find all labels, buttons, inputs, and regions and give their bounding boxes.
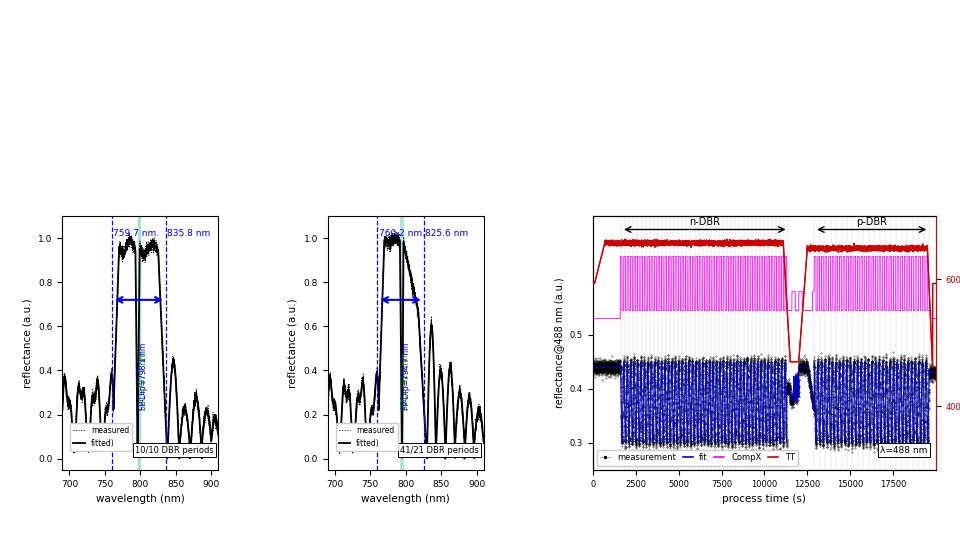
measured (209, 414, 221, 421)
Text: 825.6 nm: 825.6 nm (425, 229, 468, 238)
fitted) (125, 237, 136, 244)
fitted) (209, 416, 221, 422)
fitted) (322, 407, 333, 414)
measured (322, 413, 333, 420)
Text: n-DBR: n-DBR (689, 217, 720, 227)
Text: FP-Dip=798.1 nm: FP-Dip=798.1 nm (139, 343, 149, 410)
measured (458, 428, 469, 435)
Line: measured: measured (327, 232, 484, 459)
Text: p-DBR: p-DBR (856, 217, 887, 227)
measured (75, 389, 86, 395)
fitted) (390, 235, 401, 241)
fitted) (382, 239, 394, 246)
measured (478, 442, 490, 448)
Text: 759.7 nm.: 759.7 nm. (113, 229, 159, 238)
measured (84, 441, 95, 447)
fitted) (123, 238, 134, 245)
Y-axis label: reflectance (a.u.): reflectance (a.u.) (23, 298, 33, 388)
Bar (401, 216, 402, 470)
measured (161, 456, 173, 462)
measured (57, 406, 68, 412)
fitted) (116, 250, 128, 256)
fitted) (84, 435, 95, 442)
fitted) (475, 411, 487, 418)
fitted) (348, 435, 360, 442)
Legend: measured, fitted): measured, fitted) (70, 423, 132, 451)
Text: SBC=797.7 nm: SBC=797.7 nm (139, 352, 148, 410)
measured (348, 434, 360, 440)
Text: 10/10 DBR periods: 10/10 DBR periods (135, 446, 214, 455)
Bar (138, 216, 140, 470)
Legend: measurement, fit, CompX, TT: measurement, fit, CompX, TT (597, 450, 798, 465)
Text: 835.8 nm: 835.8 nm (167, 229, 210, 238)
X-axis label: wavelength (nm): wavelength (nm) (96, 494, 184, 504)
fitted) (478, 438, 490, 444)
measured (193, 402, 204, 409)
Text: λ=488 nm: λ=488 nm (880, 446, 927, 455)
measured (389, 240, 400, 247)
measured (340, 393, 351, 399)
measured (396, 456, 408, 462)
X-axis label: process time (s): process time (s) (723, 494, 806, 504)
fitted) (458, 427, 469, 433)
fitted) (212, 431, 224, 437)
Bar (399, 216, 401, 470)
measured (124, 229, 135, 235)
Line: fitted): fitted) (62, 240, 218, 458)
fitted) (75, 389, 86, 396)
Text: 760.2 nm.: 760.2 nm. (379, 229, 424, 238)
measured (382, 239, 394, 246)
X-axis label: wavelength (nm): wavelength (nm) (361, 494, 450, 504)
Text: FP-Dip=794.7 nm: FP-Dip=794.7 nm (402, 343, 411, 410)
Line: measured: measured (62, 232, 218, 459)
Text: SBC=792.9 nm: SBC=792.9 nm (401, 353, 410, 410)
fitted) (389, 235, 400, 241)
Text: 41/21 DBR periods: 41/21 DBR periods (400, 446, 479, 455)
Y-axis label: reflectance@488 nm (a.u.): reflectance@488 nm (a.u.) (554, 278, 564, 408)
fitted) (193, 407, 204, 414)
measured (389, 228, 400, 235)
measured (212, 431, 224, 438)
fitted) (57, 407, 68, 414)
measured (475, 411, 487, 418)
Y-axis label: reflectance (a.u.): reflectance (a.u.) (288, 298, 298, 388)
fitted) (340, 389, 351, 396)
fitted) (184, 455, 196, 462)
measured (116, 253, 128, 260)
Bar (138, 216, 139, 470)
fitted) (459, 455, 470, 462)
measured (123, 238, 134, 244)
Legend: measured, fitted): measured, fitted) (336, 423, 397, 451)
Line: fitted): fitted) (327, 238, 484, 458)
